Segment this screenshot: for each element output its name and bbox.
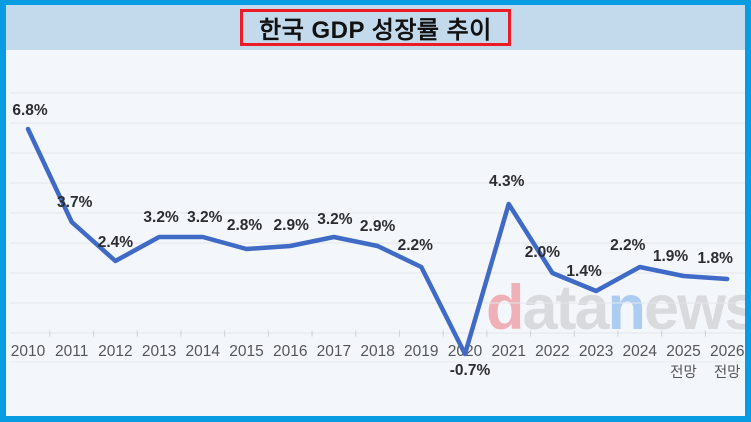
data-label: 2.0% [525, 244, 561, 261]
x-axis-label: 2019 [404, 343, 438, 360]
data-label: 1.9% [653, 248, 689, 265]
watermark-segment: n [607, 273, 647, 343]
x-axis-label: 2022 [535, 343, 569, 360]
x-axis-ticks [49, 330, 706, 337]
x-axis-label: 2021 [491, 343, 525, 360]
x-axis-label: 2015 [229, 343, 263, 360]
x-axis-label: 2026 [710, 343, 744, 360]
gdp-series-line [25, 126, 730, 357]
watermark-segment: d [486, 273, 525, 343]
x-axis-label: 2010 [11, 343, 46, 360]
x-axis-label: 2011 [55, 343, 88, 360]
x-axis-labels: 2010 2011 2012 2013 2014 2015 2016 2017 2018 2019… [11, 343, 745, 381]
x-axis-label: 2017 [317, 343, 351, 360]
data-label: 2.8% [227, 217, 263, 234]
chart-header: 한국 GDP 성장률 추이 [6, 5, 745, 50]
x-axis-label: 2023 [579, 343, 613, 360]
data-label: 3.2% [187, 209, 223, 226]
data-label: -0.7% [450, 362, 491, 379]
title-box: 한국 GDP 성장률 추이 [240, 9, 511, 46]
x-axis-label: 2018 [360, 343, 394, 360]
data-label: 4.3% [489, 173, 525, 190]
data-label: 2.4% [98, 234, 134, 251]
page-title: 한국 GDP 성장률 추이 [259, 17, 492, 44]
watermark-segment: ata [522, 273, 609, 343]
data-label: 3.2% [143, 209, 179, 226]
data-label: 3.2% [317, 211, 353, 228]
data-label: 2.9% [274, 217, 310, 234]
x-axis-label: 2025 [666, 343, 700, 360]
data-label: 3.7% [57, 194, 93, 211]
x-axis-sublabel: 전망 [714, 364, 741, 381]
x-axis-label: 2013 [142, 343, 176, 360]
x-axis-label: 2014 [186, 343, 221, 360]
gridlines [10, 92, 745, 363]
data-label: 2.2% [398, 237, 434, 254]
data-label: 2.2% [610, 237, 646, 254]
data-labels: 6.8%3.7%2.4%3.2% 3.2% 2.8% 2.9% 3.2% 2.9%2.2%… [12, 102, 733, 379]
x-axis-label: 2016 [273, 343, 307, 360]
x-axis-label: 2024 [623, 343, 658, 360]
watermark-segment: ews [644, 273, 751, 343]
data-label: 1.4% [566, 263, 602, 280]
x-axis-sublabel: 전망 [670, 364, 697, 381]
data-label: 2.9% [360, 218, 396, 235]
data-label: 6.8% [12, 102, 48, 119]
datanews-watermark: datanews [486, 277, 751, 340]
x-axis-label: 2012 [98, 343, 132, 360]
data-label: 1.8% [698, 250, 734, 267]
